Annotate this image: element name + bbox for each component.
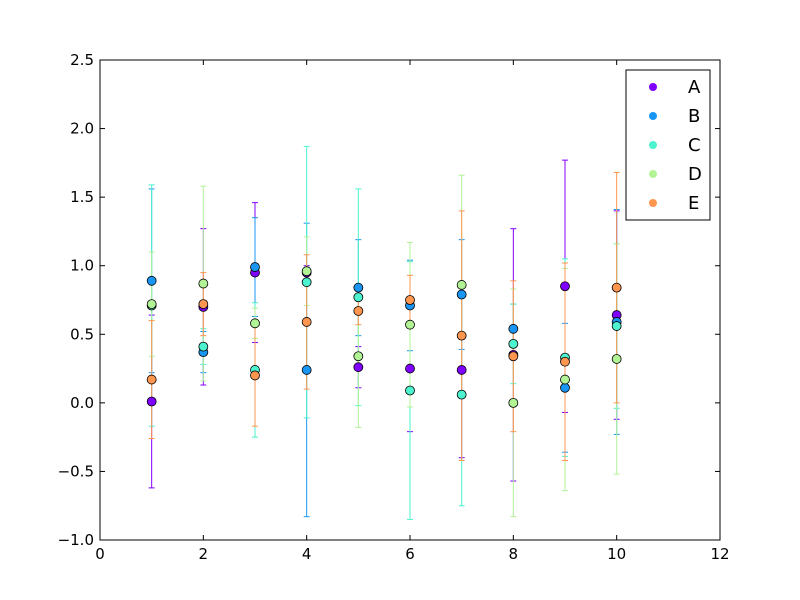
x-tick-label: 12 — [710, 545, 729, 563]
data-point-a — [146, 396, 157, 407]
data-point-e — [146, 374, 157, 385]
y-tick-label: 0.0 — [70, 394, 94, 412]
data-point-e — [405, 295, 415, 305]
legend-marker-c — [649, 141, 657, 149]
data-point-c — [456, 389, 467, 400]
data-point-b — [146, 275, 157, 286]
legend-marker-e — [649, 199, 657, 207]
legend-marker-a — [649, 83, 657, 91]
y-tick-label: 1.0 — [70, 257, 94, 275]
legend-label-d: D — [688, 164, 702, 185]
x-tick-label: 2 — [199, 545, 209, 563]
data-point-a — [353, 362, 364, 373]
x-tick-label: 0 — [95, 545, 105, 563]
legend-marker-d — [649, 170, 657, 178]
data-point-b — [508, 323, 519, 334]
data-point-e — [611, 282, 622, 293]
data-point-b — [250, 262, 260, 272]
data-point-e — [560, 356, 570, 367]
data-point-a — [560, 281, 570, 292]
y-tick-label: 1.5 — [70, 188, 94, 206]
data-point-e — [198, 299, 209, 310]
legend-label-a: A — [688, 77, 701, 98]
data-point-d — [353, 351, 364, 362]
data-point-d — [560, 374, 570, 385]
data-point-e — [250, 370, 260, 381]
legend-marker-b — [649, 112, 657, 120]
y-tick-label: −1.0 — [58, 531, 94, 549]
data-point-d — [405, 319, 415, 330]
y-tick-label: 2.5 — [70, 51, 94, 69]
data-point-e — [353, 306, 364, 316]
data-point-b — [560, 382, 570, 393]
data-point-a — [456, 365, 467, 375]
data-point-e — [301, 317, 312, 327]
data-point-c — [611, 321, 622, 331]
data-point-c — [353, 292, 364, 303]
x-tick-label: 6 — [405, 545, 415, 563]
x-tick-label: 10 — [607, 545, 626, 563]
x-tick-label: 4 — [302, 545, 312, 563]
data-point-e — [456, 330, 467, 341]
data-point-d — [146, 299, 157, 310]
y-tick-label: 2.0 — [70, 120, 94, 138]
legend-label-c: C — [688, 135, 701, 156]
data-point-d — [456, 280, 467, 290]
y-tick-label: −0.5 — [58, 462, 94, 480]
data-point-d — [250, 318, 260, 329]
data-point-c — [508, 338, 519, 349]
data-point-e — [508, 351, 519, 362]
data-point-d — [611, 354, 622, 364]
data-point-c — [198, 341, 209, 352]
legend-label-b: B — [688, 106, 700, 127]
data-point-c — [405, 385, 415, 396]
data-point-d — [508, 397, 519, 408]
data-point-b — [301, 365, 312, 375]
plot-area: 0 2 4 6 8 10 12 −1.0 −0.5 0.0 0.5 1.0 1.5 2.0 2.5 — [58, 51, 730, 563]
data-point-d — [301, 266, 312, 277]
data-point-b — [456, 289, 467, 300]
legend-label-e: E — [688, 193, 699, 214]
data-point-d — [198, 278, 209, 289]
y-tick-label: 0.5 — [70, 325, 94, 343]
legend-box — [625, 69, 711, 221]
x-tick-label: 8 — [509, 545, 519, 563]
data-point-a — [405, 363, 415, 374]
data-point-c — [301, 277, 312, 288]
data-point-b — [353, 282, 364, 293]
